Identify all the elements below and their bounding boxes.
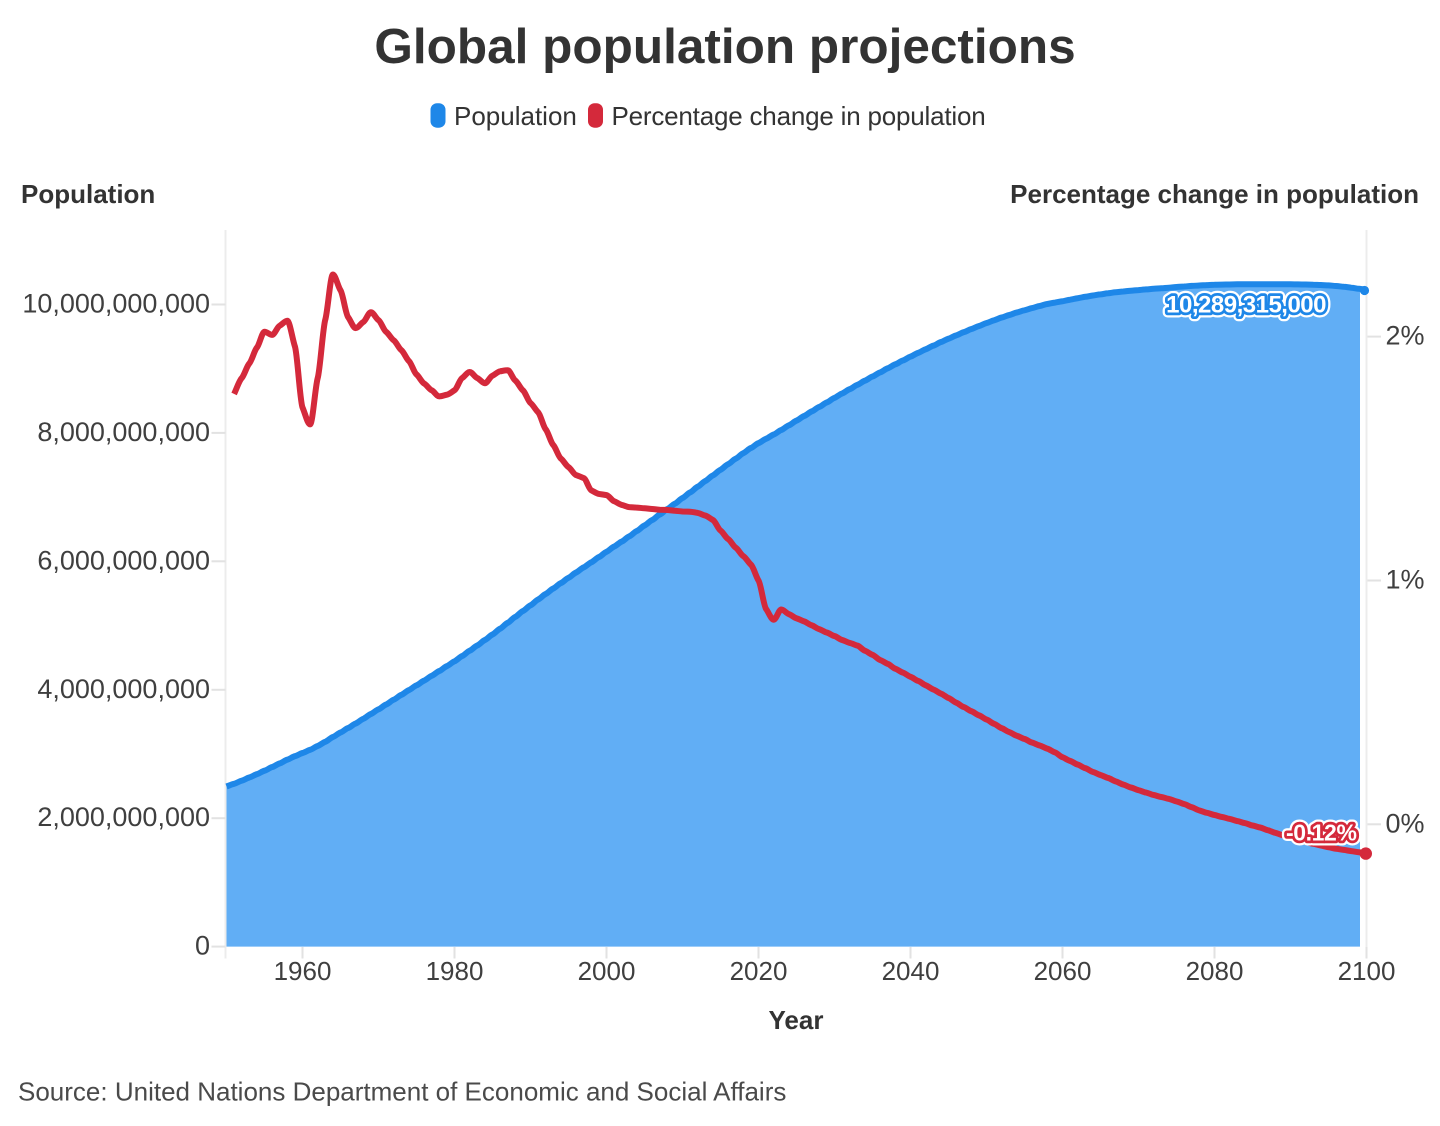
- svg-text:Year: Year: [769, 1005, 824, 1035]
- svg-text:Population: Population: [454, 101, 577, 131]
- svg-text:8,000,000,000: 8,000,000,000: [37, 417, 210, 447]
- svg-text:-0.12%: -0.12%: [1286, 820, 1356, 846]
- svg-text:2000: 2000: [578, 956, 636, 986]
- svg-text:Source: United Nations Departm: Source: United Nations Department of Eco…: [18, 1077, 786, 1107]
- svg-text:0%: 0%: [1386, 808, 1425, 838]
- svg-text:2,000,000,000: 2,000,000,000: [37, 802, 210, 832]
- svg-text:4,000,000,000: 4,000,000,000: [37, 674, 210, 704]
- svg-text:-0.12%: -0.12%: [1286, 820, 1356, 846]
- svg-text:10,289,315,000: 10,289,315,000: [1166, 292, 1326, 319]
- svg-text:0: 0: [195, 931, 210, 961]
- svg-text:10,000,000,000: 10,000,000,000: [22, 289, 210, 319]
- svg-text:Population: Population: [21, 179, 155, 209]
- svg-text:Percentage change in populatio: Percentage change in population: [612, 101, 986, 131]
- svg-text:-0.12%: -0.12%: [1286, 820, 1356, 846]
- svg-text:6,000,000,000: 6,000,000,000: [37, 545, 210, 575]
- svg-text:Percentage change in populatio: Percentage change in population: [1010, 179, 1419, 209]
- svg-text:2020: 2020: [730, 956, 788, 986]
- svg-text:2080: 2080: [1186, 956, 1244, 986]
- svg-text:2%: 2%: [1386, 321, 1425, 351]
- svg-text:2040: 2040: [882, 956, 940, 986]
- svg-text:2060: 2060: [1034, 956, 1092, 986]
- svg-text:1960: 1960: [274, 956, 332, 986]
- svg-text:1980: 1980: [426, 956, 484, 986]
- svg-text:Global population projections: Global population projections: [374, 19, 1075, 74]
- svg-text:2100: 2100: [1338, 956, 1396, 986]
- svg-text:1%: 1%: [1386, 565, 1425, 595]
- svg-text:10,289,315,000: 10,289,315,000: [1166, 292, 1326, 319]
- svg-text:10,289,315,000: 10,289,315,000: [1166, 292, 1326, 319]
